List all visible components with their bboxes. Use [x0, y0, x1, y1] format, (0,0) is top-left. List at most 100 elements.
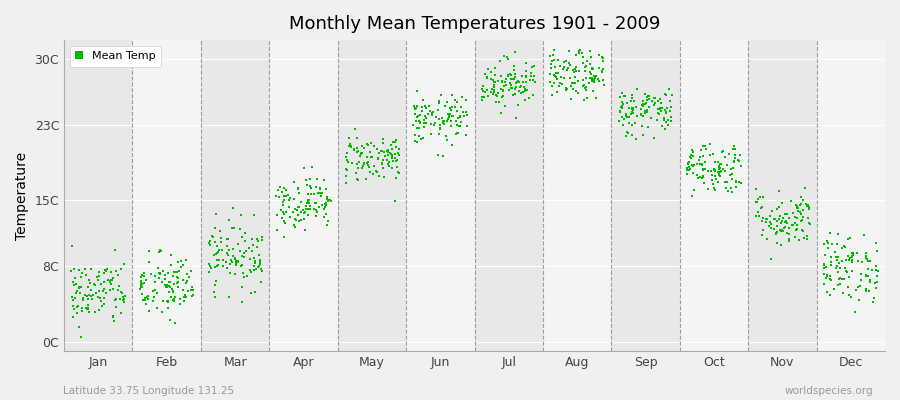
- Point: [706, 150, 721, 157]
- Point: [577, 97, 591, 103]
- Point: [228, 256, 242, 262]
- Point: [865, 266, 879, 273]
- Point: [392, 152, 407, 158]
- Point: [712, 173, 726, 179]
- Point: [339, 166, 354, 173]
- Point: [848, 309, 862, 316]
- Point: [426, 109, 440, 116]
- Point: [320, 222, 334, 228]
- Point: [508, 71, 522, 77]
- Point: [235, 234, 249, 240]
- Point: [793, 202, 807, 208]
- Point: [269, 193, 284, 199]
- Point: [251, 238, 266, 245]
- Point: [559, 86, 573, 92]
- Point: [343, 140, 357, 147]
- Point: [569, 64, 583, 70]
- Point: [309, 213, 323, 220]
- Point: [763, 225, 778, 231]
- Point: [166, 298, 181, 304]
- Point: [639, 100, 653, 106]
- Point: [626, 95, 640, 101]
- Point: [283, 195, 297, 201]
- Point: [705, 177, 719, 184]
- Point: [696, 167, 710, 174]
- Point: [519, 79, 534, 85]
- Point: [441, 112, 455, 118]
- Point: [356, 161, 371, 167]
- Point: [220, 236, 235, 242]
- Point: [148, 286, 162, 293]
- Point: [275, 208, 290, 215]
- Point: [184, 286, 198, 293]
- Point: [707, 167, 722, 173]
- Point: [170, 274, 184, 281]
- Point: [834, 258, 849, 264]
- Point: [696, 152, 710, 159]
- Point: [341, 135, 356, 141]
- Point: [853, 276, 868, 283]
- Point: [485, 86, 500, 92]
- Point: [74, 334, 88, 340]
- Point: [69, 290, 84, 296]
- Point: [460, 112, 474, 118]
- Point: [686, 163, 700, 169]
- Point: [842, 255, 857, 262]
- Point: [220, 243, 234, 249]
- Point: [162, 289, 176, 296]
- Point: [840, 269, 854, 276]
- Point: [550, 76, 564, 82]
- Point: [149, 305, 164, 311]
- Point: [638, 108, 652, 114]
- Point: [487, 89, 501, 95]
- Point: [591, 52, 606, 59]
- Point: [683, 154, 698, 160]
- Point: [654, 100, 669, 106]
- Point: [223, 257, 238, 264]
- Point: [96, 295, 111, 301]
- Point: [819, 289, 833, 295]
- Point: [729, 178, 743, 185]
- Point: [202, 240, 217, 246]
- Point: [692, 154, 706, 160]
- Point: [870, 268, 885, 275]
- Point: [560, 67, 574, 74]
- Point: [769, 230, 783, 237]
- Point: [434, 92, 448, 98]
- Point: [418, 120, 433, 126]
- Point: [418, 113, 433, 120]
- Point: [141, 259, 156, 266]
- Legend: Mean Temp: Mean Temp: [69, 46, 161, 67]
- Point: [498, 103, 512, 109]
- Point: [92, 288, 106, 294]
- Point: [279, 192, 293, 199]
- Point: [762, 218, 777, 225]
- Point: [450, 130, 464, 136]
- Point: [792, 236, 806, 243]
- Point: [388, 155, 402, 161]
- Point: [100, 266, 114, 272]
- Point: [557, 64, 572, 70]
- Point: [518, 86, 533, 92]
- Point: [648, 95, 662, 102]
- Point: [636, 97, 651, 104]
- Point: [509, 80, 524, 86]
- Point: [716, 166, 731, 172]
- Point: [275, 215, 290, 222]
- Point: [222, 261, 237, 268]
- Point: [713, 164, 727, 171]
- Point: [457, 113, 472, 119]
- Point: [720, 162, 734, 168]
- Point: [651, 110, 665, 116]
- Point: [612, 108, 626, 115]
- Point: [65, 243, 79, 250]
- Point: [514, 83, 528, 90]
- Point: [816, 241, 831, 247]
- Point: [377, 153, 392, 159]
- Point: [105, 313, 120, 319]
- Point: [823, 276, 837, 282]
- Point: [711, 179, 725, 186]
- Point: [838, 265, 852, 271]
- Point: [81, 304, 95, 311]
- Point: [683, 166, 698, 172]
